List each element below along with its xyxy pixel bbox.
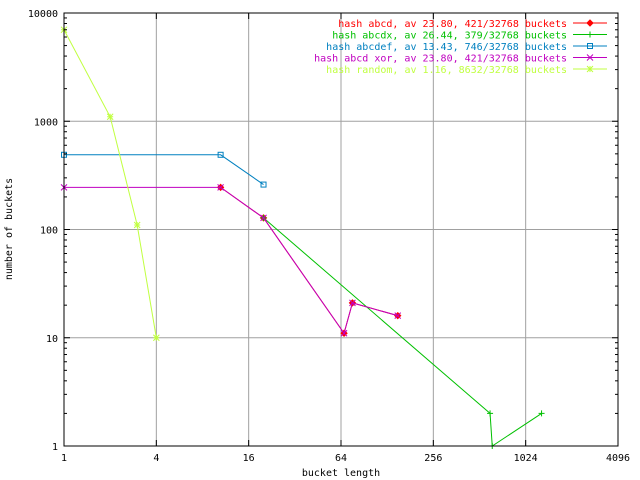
legend-label: hash abcdx, av 26.44, 379/32768 buckets [332, 31, 567, 42]
data-point [260, 181, 267, 188]
data-point [586, 54, 594, 61]
x-tick-label: 256 [424, 453, 442, 464]
legend-entry-2: hash abcdef, av 13.43, 746/32768 buckets [326, 42, 607, 53]
series-3 [60, 184, 402, 337]
data-point [586, 19, 594, 27]
data-point [260, 214, 267, 222]
x-tick-label: 4096 [606, 453, 630, 464]
y-tick-label: 10 [46, 334, 58, 345]
y-tick-label: 100 [40, 226, 58, 237]
legend-entry-1: hash abcdx, av 26.44, 379/32768 buckets [332, 31, 607, 42]
y-tick-label: 1000 [34, 117, 58, 128]
data-point [587, 31, 593, 38]
grid [64, 13, 618, 446]
series-line [64, 186, 398, 335]
data-point [586, 65, 594, 73]
data-point [487, 410, 494, 417]
y-axis-label: number of buckets [4, 178, 15, 280]
x-tick-label: 1 [61, 453, 67, 464]
data-point [152, 334, 160, 342]
y-tick-label: 1 [52, 442, 58, 453]
series-lines [60, 26, 545, 449]
x-tick-label: 64 [335, 453, 347, 464]
data-point [217, 184, 224, 191]
legend-label: hash abcd, av 23.80, 421/32768 buckets [338, 19, 567, 30]
x-tick-label: 16 [243, 453, 255, 464]
legend-entry-3: hash abcd xor, av 23.80, 421/32768 bucke… [314, 54, 607, 65]
data-point [217, 151, 224, 158]
data-point [133, 221, 141, 229]
x-axis-label: bucket length [302, 468, 380, 479]
data-point [340, 329, 348, 337]
x-tick-label: 1024 [514, 453, 538, 464]
x-tick-label: 4 [153, 453, 159, 464]
data-point [587, 43, 593, 49]
series-line [64, 154, 264, 185]
legend-entry-0: hash abcd, av 23.80, 421/32768 buckets [338, 19, 607, 30]
y-tick-label: 10000 [28, 9, 58, 20]
series-0 [216, 183, 402, 337]
data-point [106, 113, 114, 121]
legend: hash abcd, av 23.80, 421/32768 bucketsha… [314, 19, 607, 76]
series-line [263, 217, 542, 447]
legend-entry-4: hash random, av 1.16, 8632/32768 buckets [326, 65, 607, 76]
series-line [63, 29, 157, 338]
legend-label: hash abcd xor, av 23.80, 421/32768 bucke… [314, 54, 567, 65]
axis-ticks: 1 4 16 64 256 1024 4096 1 10 100 1000 10000 [28, 9, 630, 464]
series-1 [260, 214, 545, 449]
legend-label: hash random, av 1.16, 8632/32768 buckets [326, 65, 567, 76]
legend-label: hash abcdef, av 13.43, 746/32768 buckets [326, 42, 567, 53]
data-point [538, 410, 545, 417]
series-2 [61, 151, 267, 188]
series-4 [60, 26, 160, 342]
data-point [349, 299, 356, 307]
data-point [394, 312, 402, 320]
